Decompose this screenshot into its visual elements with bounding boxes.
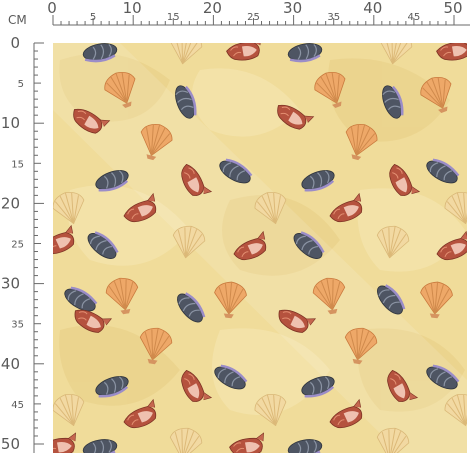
top-ruler-label: 10 (123, 0, 142, 17)
top-ruler-label: 0 (47, 0, 57, 17)
top-ruler-label: 30 (283, 0, 302, 17)
top-ruler: 0 10 20 30 40 50 5 15 25 35 45 (47, 0, 470, 26)
unit-label: CM (8, 13, 27, 27)
top-ruler-label: 25 (247, 12, 260, 23)
left-ruler-label: 15 (11, 159, 24, 170)
top-ruler-label: 5 (90, 12, 96, 23)
fabric-pattern (53, 43, 467, 453)
left-ruler-label: 50 (1, 435, 20, 453)
left-ruler-label: 0 (10, 34, 20, 52)
left-ruler: 0 10 20 30 40 50 5 15 25 35 45 (1, 34, 44, 453)
left-ruler-label: 40 (1, 355, 20, 373)
left-ruler-label: 20 (1, 194, 20, 212)
top-ruler-label: 15 (167, 12, 180, 23)
left-ruler-label: 45 (11, 400, 24, 411)
left-ruler-label: 5 (18, 79, 24, 90)
left-ruler-label: 10 (1, 114, 20, 132)
top-ruler-label: 20 (203, 0, 222, 17)
top-ruler-label: 35 (327, 12, 340, 23)
top-ruler-label: 50 (443, 0, 462, 17)
top-ruler-label: 40 (363, 0, 382, 17)
left-ruler-label: 25 (11, 240, 24, 251)
top-ruler-label: 45 (408, 12, 421, 23)
left-ruler-label: 30 (1, 275, 20, 293)
left-ruler-label: 35 (11, 320, 24, 331)
